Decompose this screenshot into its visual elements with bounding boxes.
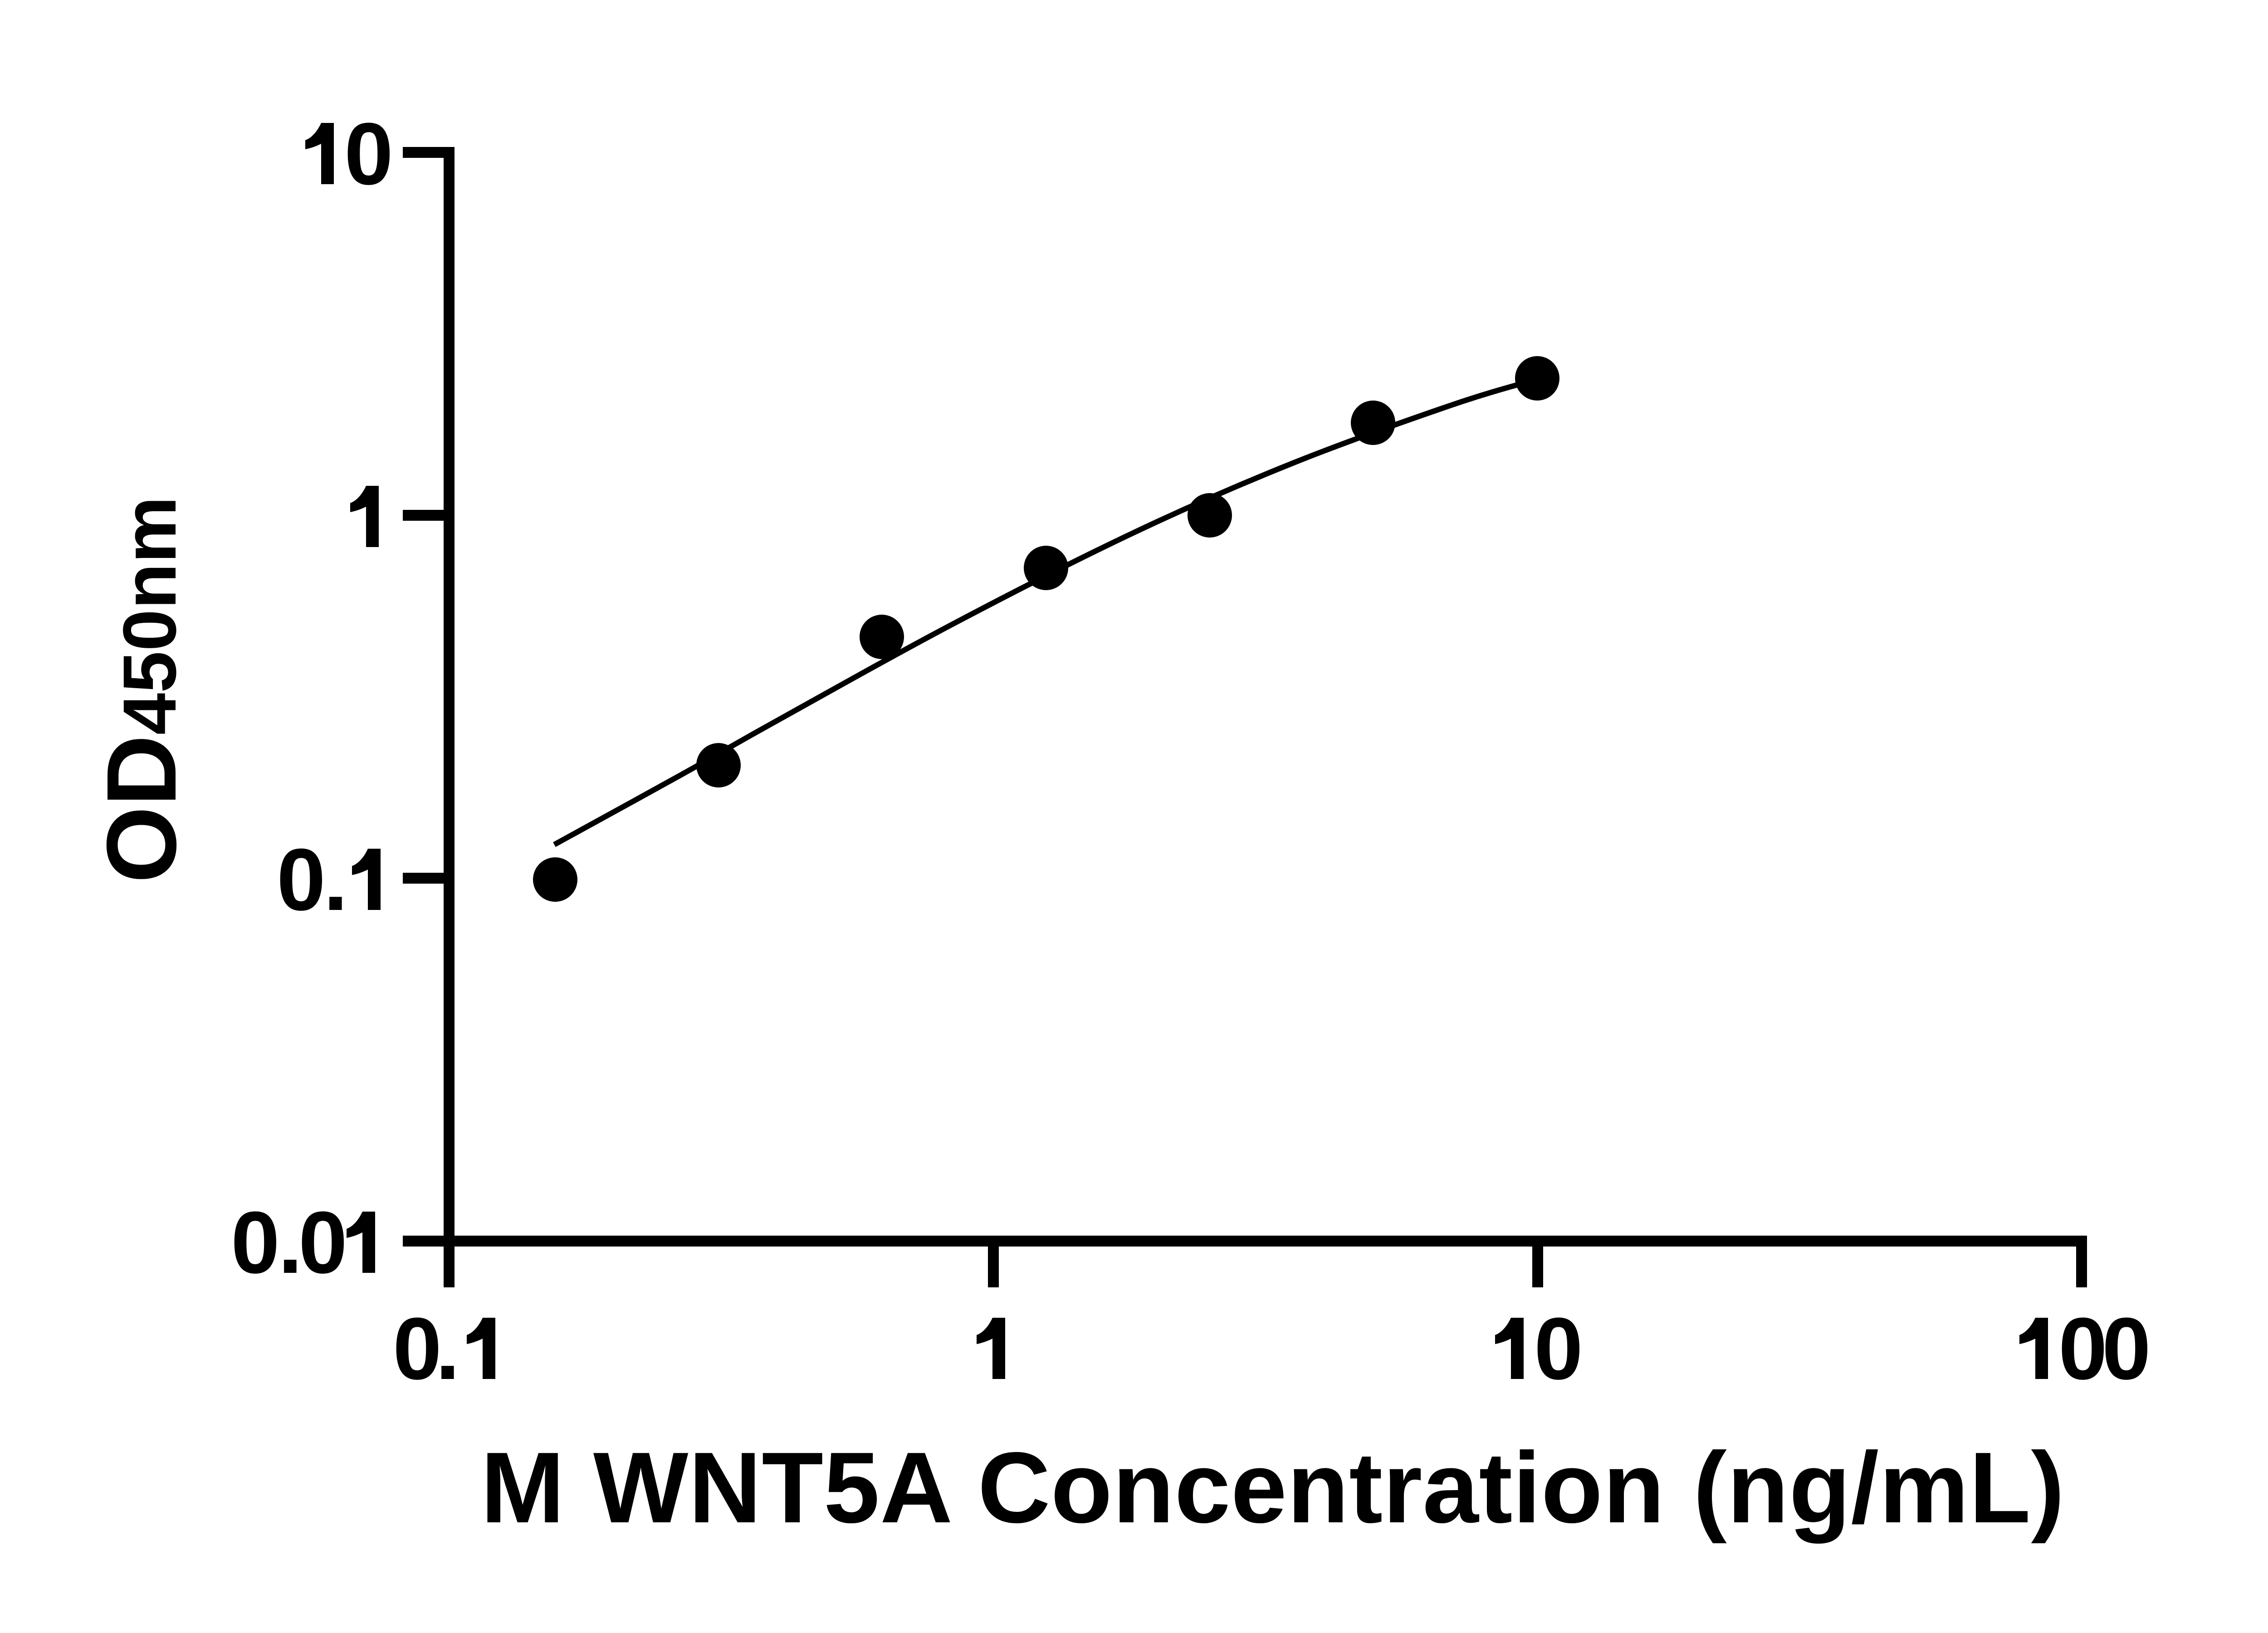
svg-text:0: 0 bbox=[231, 1193, 280, 1292]
svg-text:.: . bbox=[278, 1193, 303, 1292]
svg-text:.: . bbox=[435, 1300, 460, 1398]
svg-text:0: 0 bbox=[2058, 1300, 2107, 1398]
svg-text:.: . bbox=[323, 831, 348, 929]
svg-text:0: 0 bbox=[344, 105, 393, 203]
svg-text:0: 0 bbox=[1534, 1300, 1583, 1398]
svg-text:0: 0 bbox=[393, 1300, 442, 1398]
svg-text:0: 0 bbox=[277, 831, 326, 929]
svg-text:0: 0 bbox=[298, 1193, 347, 1292]
svg-text:0: 0 bbox=[2102, 1300, 2151, 1398]
svg-text:M WNT5A Concentration (ng/mL): M WNT5A Concentration (ng/mL) bbox=[481, 1432, 2065, 1544]
